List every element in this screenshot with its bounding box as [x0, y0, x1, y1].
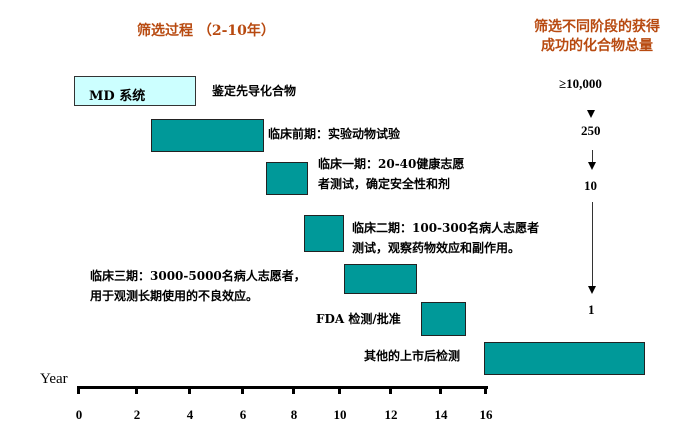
bar-phase3 — [344, 264, 417, 294]
right-title-line1: 筛选不同阶段的获得 — [534, 19, 660, 35]
axis-tick — [292, 387, 295, 394]
bar-preclinical — [151, 119, 264, 152]
right-title-line2: 成功的化合物总量 — [541, 38, 653, 54]
axis-tick — [389, 387, 392, 394]
phase2-line1: 临床二期：100-300名病人志愿者 — [352, 221, 540, 235]
axis-tick — [439, 387, 442, 394]
bar-phase2 — [304, 215, 344, 252]
tick-label: 2 — [133, 407, 141, 422]
count-10000: ≥10,000 — [559, 76, 602, 91]
axis-tick — [77, 387, 80, 394]
phase-label-phase2: 临床二期：100-300名病人志愿者 测试，观察药物效应和副作用。 — [352, 218, 539, 258]
phase-label-fda: FDA 检测/批准 — [316, 312, 401, 326]
phase-label-phase3: 临床三期：3000-5000名病人志愿者， 用于观测长期使用的不良效应。 — [90, 266, 306, 306]
bar-fda — [421, 302, 466, 336]
tick-label: 14 — [434, 407, 448, 422]
bar-phase1 — [266, 162, 308, 195]
phase1-line2: 者测试，确定安全性和剂 — [318, 177, 451, 191]
phase3-line2: 用于观测长期使用的不良效应。 — [90, 289, 259, 303]
tick-label: 0 — [75, 407, 83, 422]
axis-tick — [241, 387, 244, 394]
arrow-down-icon — [588, 286, 596, 294]
arrow-down-icon — [587, 110, 595, 118]
count-250: 250 — [581, 123, 601, 138]
axis-tick — [484, 387, 487, 394]
phase-label-preclinical: 临床前期：实验动物试验 — [268, 127, 401, 141]
md-system-box: MD 系统 — [74, 76, 196, 106]
arrow-line — [592, 150, 593, 162]
tick-label: 12 — [384, 407, 398, 422]
bar-post-market — [484, 342, 645, 375]
left-title: 筛选过程 （2-10年） — [137, 23, 275, 39]
axis-label: Year — [40, 371, 68, 387]
phase-label-phase1: 临床一期：20-40健康志愿 者测试，确定安全性和剂 — [318, 154, 464, 194]
tick-label: 16 — [479, 407, 493, 422]
right-title: 筛选不同阶段的获得 成功的化合物总量 — [522, 18, 672, 56]
axis-tick — [338, 387, 341, 394]
tick-label: 10 — [333, 407, 347, 422]
tick-label: 4 — [186, 407, 194, 422]
count-1: 1 — [588, 302, 595, 317]
axis-tick — [135, 387, 138, 394]
phase-label-lead: 鉴定先导化合物 — [212, 84, 297, 98]
phase2-line2: 测试，观察药物效应和副作用。 — [352, 241, 521, 255]
tick-label: 8 — [290, 407, 298, 422]
year-axis — [77, 386, 488, 389]
tick-label: 6 — [239, 407, 247, 422]
count-10: 10 — [584, 178, 597, 193]
phase1-line1: 临床一期：20-40健康志愿 — [318, 157, 465, 171]
arrow-down-icon — [588, 162, 596, 170]
phase-label-post-market: 其他的上市后检测 — [364, 349, 461, 363]
arrow-line — [592, 202, 593, 286]
phase3-line1: 临床三期：3000-5000名病人志愿者， — [90, 269, 306, 283]
axis-tick — [188, 387, 191, 394]
